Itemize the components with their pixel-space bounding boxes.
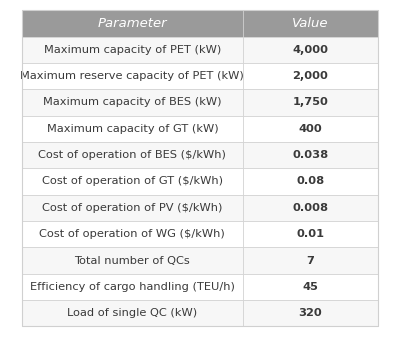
Bar: [22, 89, 243, 116]
Text: Cost of operation of WG ($/kWh): Cost of operation of WG ($/kWh): [40, 229, 225, 239]
Bar: [22, 116, 243, 142]
Bar: [243, 221, 378, 248]
Text: Maximum capacity of PET (kW): Maximum capacity of PET (kW): [44, 45, 221, 55]
Bar: [22, 300, 243, 326]
Text: 400: 400: [298, 124, 322, 134]
Bar: [243, 248, 378, 274]
Bar: [22, 194, 243, 221]
Text: 1,750: 1,750: [292, 98, 328, 107]
Bar: [22, 10, 243, 37]
Bar: [22, 10, 378, 326]
Bar: [243, 116, 378, 142]
Bar: [243, 194, 378, 221]
Text: Total number of QCs: Total number of QCs: [74, 256, 190, 266]
Bar: [243, 168, 378, 194]
Text: 320: 320: [298, 308, 322, 318]
Text: 0.08: 0.08: [296, 176, 324, 186]
Text: 0.008: 0.008: [292, 203, 328, 213]
Bar: [22, 248, 243, 274]
Text: Maximum capacity of GT (kW): Maximum capacity of GT (kW): [46, 124, 218, 134]
Text: 7: 7: [306, 256, 314, 266]
Bar: [22, 142, 243, 168]
Text: Cost of operation of BES ($/kWh): Cost of operation of BES ($/kWh): [38, 150, 226, 160]
Text: Maximum reserve capacity of PET (kW): Maximum reserve capacity of PET (kW): [20, 71, 244, 81]
Text: Load of single QC (kW): Load of single QC (kW): [67, 308, 198, 318]
Text: Maximum capacity of BES (kW): Maximum capacity of BES (kW): [43, 98, 222, 107]
Bar: [22, 274, 243, 300]
Text: 0.038: 0.038: [292, 150, 328, 160]
Text: 2,000: 2,000: [292, 71, 328, 81]
Text: 45: 45: [302, 282, 318, 292]
Text: Value: Value: [292, 17, 329, 30]
Bar: [243, 37, 378, 63]
Bar: [243, 142, 378, 168]
Text: Cost of operation of PV ($/kWh): Cost of operation of PV ($/kWh): [42, 203, 222, 213]
Text: 0.01: 0.01: [296, 229, 324, 239]
Bar: [243, 63, 378, 89]
Text: Cost of operation of GT ($/kWh): Cost of operation of GT ($/kWh): [42, 176, 223, 186]
Text: 4,000: 4,000: [292, 45, 328, 55]
Bar: [22, 221, 243, 248]
Bar: [22, 168, 243, 194]
Bar: [243, 89, 378, 116]
Bar: [243, 10, 378, 37]
Bar: [243, 274, 378, 300]
Text: Parameter: Parameter: [98, 17, 167, 30]
Text: Efficiency of cargo handling (TEU/h): Efficiency of cargo handling (TEU/h): [30, 282, 235, 292]
Bar: [243, 300, 378, 326]
Bar: [22, 37, 243, 63]
Bar: [22, 63, 243, 89]
